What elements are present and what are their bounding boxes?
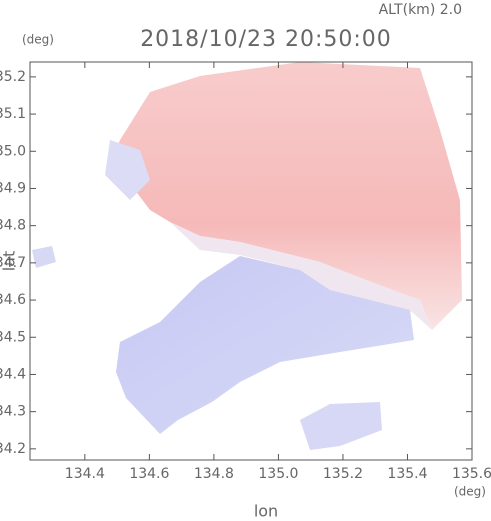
y-tick-label: 34.8 (0, 218, 26, 234)
x-unit: (deg) (454, 485, 486, 499)
y-tick-label: 35.0 (0, 143, 26, 159)
y-tick-label: 34.2 (0, 441, 26, 457)
y-tick-label: 34.9 (0, 180, 26, 196)
x-tick-label: 135.0 (258, 466, 298, 482)
y-tick-label: 35.1 (0, 106, 26, 122)
x-tick-label: 135.6 (452, 466, 491, 482)
plot-frame (29, 61, 473, 461)
y-tick-label: 34.4 (0, 366, 26, 382)
y-tick-label: 34.7 (0, 255, 26, 271)
x-tick-label: 134.4 (65, 466, 105, 482)
y-tick-label: 35.2 (0, 69, 26, 85)
x-tick-label: 135.4 (387, 466, 427, 482)
x-tick-label: 135.2 (323, 466, 363, 482)
x-tick-label: 134.8 (194, 466, 234, 482)
y-axis-label: lat (0, 251, 19, 272)
radar-field (32, 62, 462, 450)
y-tick-label: 34.3 (0, 404, 26, 420)
subtitle: ALT(km) 2.0 (379, 2, 462, 18)
y-unit: (deg) (22, 33, 54, 47)
x-axis-label: lon (254, 502, 278, 521)
y-tick-label: 34.5 (0, 329, 26, 345)
chart-title: 2018/10/23 20:50:00 (140, 27, 392, 52)
x-tick-label: 134.6 (129, 466, 169, 482)
y-tick-label: 34.6 (0, 292, 26, 308)
